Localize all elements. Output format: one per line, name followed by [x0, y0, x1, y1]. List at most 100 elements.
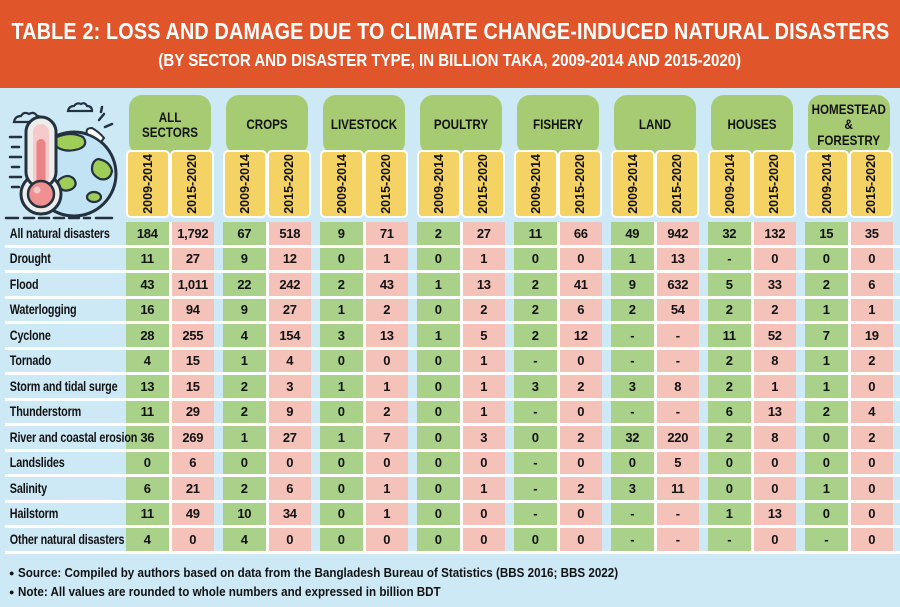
row-label-text: Tornado: [9, 353, 52, 369]
period-label: 2015-2020: [670, 154, 684, 214]
group-cells: 6 21: [126, 477, 214, 500]
group-cells: 2 12: [514, 324, 602, 347]
value-cell: 0: [417, 349, 460, 372]
row-label-text: Waterlogging: [9, 302, 77, 318]
value-cell: 0: [847, 451, 893, 474]
value-cell: 11: [514, 222, 557, 245]
value-cell: 3: [611, 477, 654, 500]
value-cell: 94: [168, 298, 214, 321]
value-cell: 0: [708, 477, 751, 500]
group-label-text: CROPS: [246, 116, 288, 133]
group-cells: 11 29: [126, 400, 214, 423]
value-cell: 13: [750, 400, 796, 423]
period-header: 2015-2020: [655, 150, 699, 218]
period-header: 2009-2014: [514, 150, 558, 218]
group-cells: --: [611, 502, 699, 525]
value-cell: 4: [126, 528, 169, 551]
value-cell: 0: [417, 502, 460, 525]
value-cell: -: [653, 502, 699, 525]
group-cells: -0: [514, 349, 602, 372]
value-cell: 0: [750, 528, 796, 551]
value-cell: -: [611, 324, 654, 347]
row-label: Waterlogging: [5, 299, 117, 322]
value-cell: 13: [126, 375, 169, 398]
group-cells: 9 632: [611, 273, 699, 296]
value-cell: 21: [168, 477, 214, 500]
title-banner: TABLE 2: LOSS AND DAMAGE DUE TO CLIMATE …: [0, 0, 900, 88]
column-group-header: FISHERY 2009-2014 2015-2020: [514, 95, 602, 218]
value-cell: 0: [514, 426, 557, 449]
row-label: All natural disasters: [5, 222, 117, 245]
group-cells: 4 154: [223, 324, 311, 347]
value-cell: 2: [556, 375, 602, 398]
value-cell: 2: [556, 426, 602, 449]
group-cells: --: [611, 400, 699, 423]
group-cells: 11 52: [708, 324, 796, 347]
value-cell: 54: [653, 298, 699, 321]
value-cell: -: [514, 400, 557, 423]
value-cell: 4: [223, 528, 266, 551]
row-label-text: Landslides: [9, 455, 65, 471]
group-cells: 7 19: [805, 324, 893, 347]
value-cell: 9: [223, 247, 266, 270]
value-cell: 1: [805, 349, 848, 372]
value-cell: 0: [417, 426, 460, 449]
value-cell: 4: [126, 349, 169, 372]
value-cell: 6: [708, 400, 751, 423]
table-row: Hailstorm 11 49 10 34 0 1 0 0-0- -1 13 0 0: [5, 502, 900, 528]
value-cell: 19: [847, 324, 893, 347]
value-cell: 1: [847, 298, 893, 321]
period-subheaders: 2009-2014 2015-2020: [805, 150, 893, 218]
group-cells: -0: [514, 502, 602, 525]
group-label-text: HOMESTEAD & FORESTRY: [811, 101, 887, 148]
period-label: 2015-2020: [185, 154, 199, 214]
period-label: 2015-2020: [864, 154, 878, 214]
group-label: POULTRY: [420, 95, 502, 155]
value-cell: 5: [708, 273, 751, 296]
row-label: Tornado: [5, 350, 117, 373]
value-cell: 0: [362, 349, 408, 372]
row-label: River and coastal erosion: [5, 426, 138, 449]
value-cell: 1: [805, 298, 848, 321]
value-cell: 2: [708, 426, 751, 449]
period-header: 2009-2014: [805, 150, 849, 218]
value-cell: 2: [514, 324, 557, 347]
value-cell: 49: [611, 222, 654, 245]
value-cell: -: [653, 528, 699, 551]
column-group-header: HOUSES 2009-2014 2015-2020: [708, 95, 796, 218]
group-cells: -0: [514, 451, 602, 474]
group-cells: -0: [514, 400, 602, 423]
row-label: Landslides: [5, 452, 117, 475]
thermometer-globe-icon: [4, 102, 118, 220]
value-cell: -: [653, 349, 699, 372]
column-group-header: LAND 2009-2014 2015-2020: [611, 95, 699, 218]
table-row: All natural disasters 184 1,792 67 518 9 71 2 27…: [5, 222, 900, 248]
value-cell: 27: [168, 247, 214, 270]
value-cell: 6: [126, 477, 169, 500]
value-cell: -: [611, 400, 654, 423]
value-cell: 1: [750, 375, 796, 398]
group-label-text: FISHERY: [533, 116, 583, 133]
value-cell: 2: [708, 375, 751, 398]
column-group-header: HOMESTEAD & FORESTRY 2009-2014 2015-2020: [805, 95, 893, 218]
value-cell: 3: [459, 426, 505, 449]
value-cell: 12: [265, 247, 311, 270]
period-label: 2009-2014: [529, 154, 543, 214]
value-cell: 0: [459, 502, 505, 525]
group-cells: 4 15: [126, 349, 214, 372]
value-cell: 4: [265, 349, 311, 372]
period-header: 2015-2020: [849, 150, 893, 218]
group-label: LAND: [614, 95, 696, 155]
value-cell: 184: [126, 222, 169, 245]
value-cell: 32: [708, 222, 751, 245]
